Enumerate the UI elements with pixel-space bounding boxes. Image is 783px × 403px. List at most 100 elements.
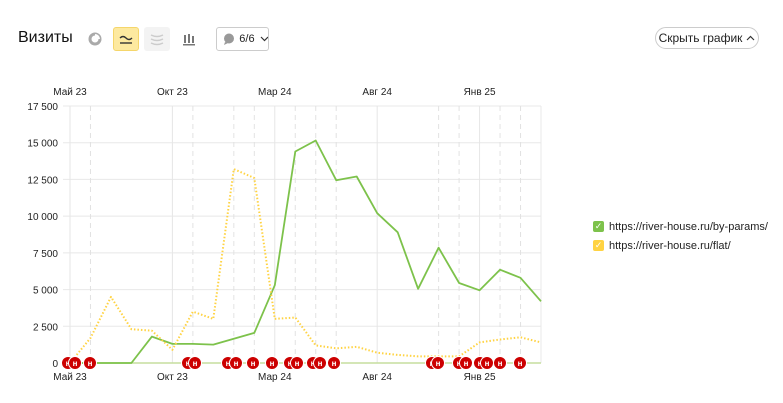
svg-text:н: н [498, 359, 503, 368]
data-point [149, 328, 155, 334]
chart-legend: ✓ https://river-house.ru/by-params/ ✓ http… [593, 217, 768, 255]
annotation-marker[interactable]: н [246, 356, 260, 370]
x-tick-label-top: Янв 25 [464, 87, 496, 98]
data-point [538, 298, 544, 304]
annotation-marker[interactable]: н [431, 356, 445, 370]
svg-text:н: н [270, 359, 275, 368]
x-tick-label-bottom: Май 23 [53, 372, 87, 383]
data-point [231, 336, 237, 342]
annotation-marker[interactable]: н [229, 356, 243, 370]
data-point [128, 360, 134, 366]
data-point [415, 286, 421, 292]
data-point [354, 173, 360, 179]
data-point [354, 344, 360, 350]
checkbox-icon[interactable]: ✓ [593, 221, 604, 232]
pie-chart-icon [88, 32, 102, 46]
annotation-marker[interactable]: н [513, 356, 527, 370]
data-point [395, 229, 401, 235]
svg-text:н: н [464, 359, 469, 368]
svg-text:н: н [88, 359, 93, 368]
legend-item-flat[interactable]: ✓ https://river-house.ru/flat/ [593, 236, 768, 255]
data-point [518, 334, 524, 340]
data-point [477, 339, 483, 345]
annotation-marker[interactable]: н [459, 356, 473, 370]
svg-text:н: н [485, 359, 490, 368]
line-chart-button[interactable] [113, 27, 139, 51]
annotation-marker[interactable]: н [327, 356, 341, 370]
series-line-by-params [70, 139, 542, 364]
x-tick-label-top: Май 23 [53, 87, 87, 98]
annotation-marker[interactable]: н [493, 356, 507, 370]
data-point [231, 166, 237, 172]
y-tick-label: 5 000 [33, 286, 58, 297]
annotation-marker[interactable]: н [313, 356, 327, 370]
data-point [108, 294, 114, 300]
annotation-marker[interactable]: н [480, 356, 494, 370]
legend-item-by-params[interactable]: ✓ https://river-house.ru/by-params/ [593, 217, 768, 236]
x-tick-label-top: Окт 23 [157, 87, 188, 98]
data-point [436, 245, 442, 251]
data-point [456, 280, 462, 286]
chevron-down-icon [260, 36, 268, 42]
data-point [497, 337, 503, 343]
data-point [190, 309, 196, 315]
hide-chart-label: Скрыть график [658, 31, 743, 45]
data-point [497, 267, 503, 273]
annotation-marker[interactable]: н [83, 356, 97, 370]
data-point [272, 316, 278, 322]
y-tick-label: 0 [52, 359, 58, 370]
x-tick-label-top: Мар 24 [258, 87, 292, 98]
checkbox-icon[interactable]: ✓ [593, 240, 604, 251]
y-tick-label: 15 000 [27, 139, 58, 150]
hide-chart-button[interactable]: Скрыть график [655, 27, 759, 49]
bar-chart-button[interactable] [176, 27, 202, 51]
data-point [210, 342, 216, 348]
x-tick-label-bottom: Янв 25 [464, 372, 496, 383]
data-point [333, 177, 339, 183]
x-tick-label-top: Авг 24 [362, 87, 392, 98]
data-point [149, 334, 155, 340]
legend-label: https://river-house.ru/flat/ [609, 239, 731, 252]
data-point [395, 352, 401, 358]
data-point [251, 175, 257, 181]
data-point [87, 335, 93, 341]
svg-text:н: н [226, 359, 231, 368]
svg-text:н: н [332, 359, 337, 368]
x-tick-label-bottom: Мар 24 [258, 372, 292, 383]
series-line-flat [69, 168, 542, 364]
bar-chart-icon [183, 34, 195, 46]
annotation-marker[interactable]: н [265, 356, 279, 370]
svg-text:н: н [318, 359, 323, 368]
pie-chart-button[interactable] [82, 27, 108, 51]
svg-text:н: н [436, 359, 441, 368]
segments-count: 6/6 [239, 33, 255, 45]
data-point [415, 353, 421, 359]
annotation-marker[interactable]: н [68, 356, 82, 370]
data-point [272, 282, 278, 288]
svg-text:н: н [73, 359, 78, 368]
annotation-marker[interactable]: н [290, 356, 304, 370]
svg-text:н: н [295, 359, 300, 368]
legend-label: https://river-house.ru/by-params/ [609, 220, 768, 233]
stacked-area-button[interactable] [144, 27, 170, 51]
svg-text:н: н [193, 359, 198, 368]
stacked-area-icon [150, 34, 164, 46]
y-tick-label: 10 000 [27, 212, 58, 223]
data-point [292, 314, 298, 320]
data-point [251, 330, 257, 336]
x-tick-label-bottom: Окт 23 [157, 372, 188, 383]
x-tick-label-bottom: Авг 24 [362, 372, 392, 383]
page-title: Визиты [18, 29, 73, 46]
data-point [313, 342, 319, 348]
data-point [128, 326, 134, 332]
data-point [374, 350, 380, 356]
data-point [169, 347, 175, 353]
y-tick-label: 17 500 [27, 102, 58, 113]
data-point [374, 210, 380, 216]
data-point [292, 149, 298, 155]
data-point [190, 341, 196, 347]
svg-text:н: н [234, 359, 239, 368]
annotation-marker[interactable]: н [188, 356, 202, 370]
annotations-dropdown[interactable]: 6/6 [216, 27, 269, 51]
